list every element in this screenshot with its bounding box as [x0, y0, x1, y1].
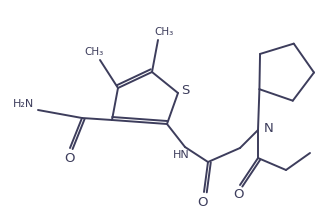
Text: H₂N: H₂N [13, 99, 34, 109]
Text: O: O [198, 196, 208, 208]
Text: S: S [181, 84, 189, 96]
Text: HN: HN [173, 150, 189, 160]
Text: O: O [64, 151, 74, 165]
Text: CH₃: CH₃ [84, 47, 104, 57]
Text: O: O [234, 188, 244, 202]
Text: CH₃: CH₃ [154, 27, 174, 37]
Text: N: N [264, 122, 274, 134]
